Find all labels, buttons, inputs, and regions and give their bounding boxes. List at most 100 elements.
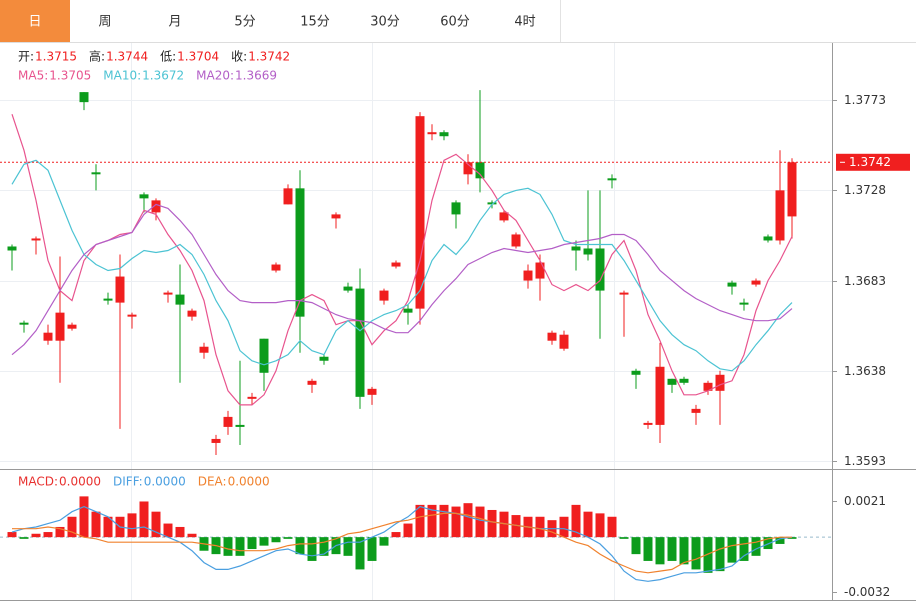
tab-label[interactable]: 4时 — [514, 15, 535, 30]
tab[interactable] — [420, 0, 490, 42]
tab[interactable] — [210, 0, 280, 42]
candle-body — [655, 366, 665, 425]
y-tick-label: 0.0021 — [844, 494, 886, 508]
candle-body — [583, 248, 593, 255]
macd-bar — [607, 516, 617, 538]
candle-body — [499, 212, 509, 221]
tab-label[interactable]: 周 — [98, 15, 111, 30]
macd-bar — [319, 537, 329, 556]
tab-label[interactable]: 5分 — [234, 15, 255, 30]
ohlc-legend-value: 1.3742 — [248, 50, 290, 64]
macd-bar — [751, 537, 761, 556]
macd-bar — [715, 537, 725, 572]
macd-bar — [727, 537, 737, 563]
macd-bar — [151, 511, 161, 538]
tab-label[interactable]: 30分 — [370, 15, 400, 30]
macd-bar — [307, 537, 317, 561]
y-tick-label: 1.3683 — [844, 274, 886, 288]
last-price-tag — [836, 153, 910, 171]
macd-bar — [55, 526, 65, 538]
legend-label: MA5: — [18, 69, 48, 83]
macd-bar — [763, 537, 773, 550]
candle-body — [619, 292, 629, 295]
candle-body — [367, 388, 377, 395]
candle-body — [7, 246, 17, 251]
macd-bar — [247, 537, 257, 550]
macd-bar — [511, 515, 521, 538]
legend-value: 0.0000 — [59, 475, 101, 489]
macd-bar — [103, 516, 113, 538]
macd-bar — [43, 532, 53, 538]
macd-bar — [499, 511, 509, 538]
candle-body — [283, 188, 293, 205]
legend-label: DIFF: — [113, 475, 143, 489]
macd-bar — [403, 523, 413, 538]
legend-value: 0.0000 — [144, 475, 186, 489]
macd-bar — [559, 516, 569, 538]
legend-value: 1.3705 — [49, 69, 91, 83]
y-tick-label: 1.3638 — [844, 364, 886, 378]
macd-bar — [739, 537, 749, 561]
candle-body — [739, 302, 749, 305]
tab-label[interactable]: 60分 — [440, 15, 470, 30]
macd-bar — [619, 537, 629, 539]
candle-body — [379, 290, 389, 301]
legend-label: MA10: — [103, 69, 141, 83]
macd-bar — [451, 506, 461, 538]
last-price-label: 1.3742 — [849, 155, 891, 169]
tab[interactable] — [280, 0, 350, 42]
tab[interactable] — [70, 0, 140, 42]
tab[interactable] — [350, 0, 420, 42]
candle-body — [427, 132, 437, 135]
candle-body — [67, 324, 77, 329]
ohlc-legend-label: 低: — [160, 50, 176, 64]
macd-bar — [7, 532, 17, 538]
macd-bar — [187, 533, 197, 538]
candle-body — [691, 408, 701, 413]
ohlc-legend-label: 高: — [89, 49, 105, 64]
macd-bar — [535, 516, 545, 538]
candle-body — [19, 322, 29, 325]
ohlc-legend-value: 1.3704 — [177, 50, 219, 64]
candle-body — [307, 380, 317, 385]
candle-body — [451, 202, 461, 215]
macd-bar — [127, 513, 137, 538]
tab[interactable] — [140, 0, 210, 42]
tab-label[interactable]: 日 — [28, 15, 41, 30]
macd-bar — [67, 516, 77, 538]
candle-body — [535, 262, 545, 279]
macd-bar — [343, 537, 353, 556]
candle-body — [247, 396, 257, 399]
macd-bar — [379, 537, 389, 546]
tab-label[interactable]: 月 — [168, 15, 181, 30]
y-tick-label: -0.0032 — [844, 585, 890, 599]
candle-body — [31, 238, 41, 241]
candle-body — [631, 370, 641, 375]
macd-bar — [259, 537, 269, 546]
tab-label[interactable]: 15分 — [300, 15, 330, 30]
macd-bar — [703, 537, 713, 573]
candle-body — [223, 416, 233, 427]
legend-value: 0.0000 — [228, 475, 270, 489]
macd-bar — [223, 537, 233, 556]
candle-body — [235, 424, 245, 427]
indicator-line — [11, 203, 793, 356]
macd-bar — [427, 504, 437, 538]
tab[interactable] — [490, 0, 560, 42]
indicator-line — [11, 114, 793, 406]
indicator-line — [11, 159, 793, 372]
candle-body — [559, 334, 569, 349]
candle-body — [151, 200, 161, 213]
macd-bar — [391, 532, 401, 538]
ohlc-legend-label: 开: — [18, 50, 34, 64]
macd-bar — [655, 537, 665, 565]
candle-body — [163, 292, 173, 295]
tab[interactable] — [0, 0, 70, 42]
candle-body — [511, 234, 521, 247]
candle-body — [175, 294, 185, 305]
macd-bar — [643, 537, 653, 561]
candle-body — [199, 346, 209, 353]
candle-body — [211, 438, 221, 443]
macd-bar — [163, 523, 173, 538]
